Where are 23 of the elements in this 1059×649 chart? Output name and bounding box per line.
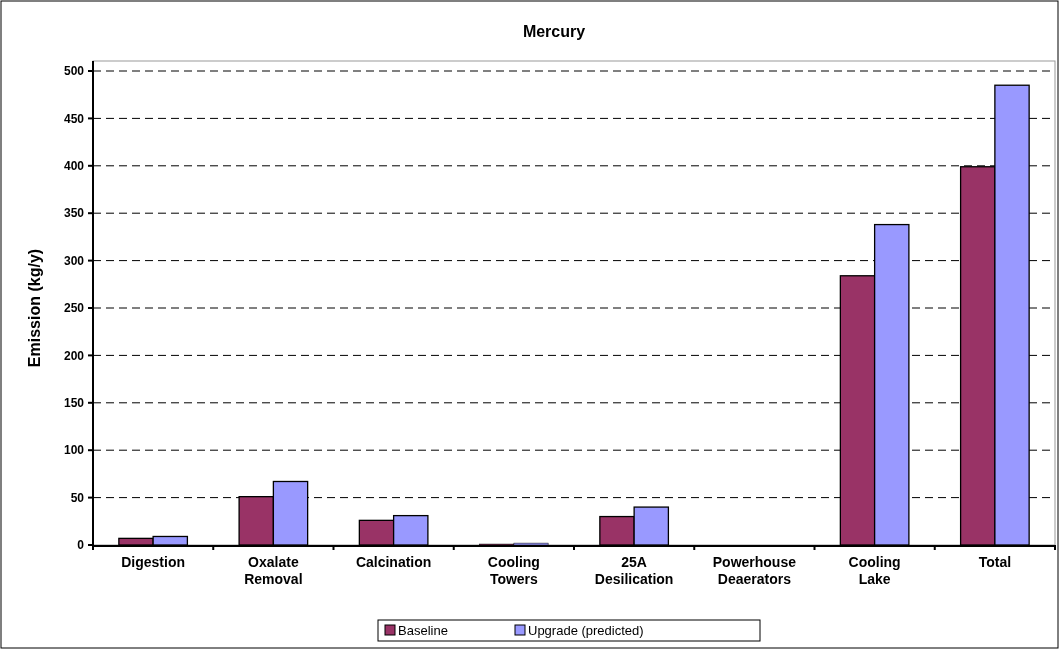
y-tick-label: 400 bbox=[63, 159, 85, 173]
y-tick-label: 0 bbox=[77, 538, 85, 553]
y-axis-title: Emission (kg/y) bbox=[26, 248, 43, 368]
legend-label: Upgrade (predicted) bbox=[528, 622, 644, 638]
chart-title: Mercury bbox=[522, 23, 586, 40]
y-tick-label: 300 bbox=[63, 253, 85, 268]
y-tick-label: 200 bbox=[63, 348, 85, 363]
y-tick-label: 500 bbox=[63, 64, 85, 79]
y-tick-label: 350 bbox=[63, 206, 85, 221]
x-tick-label: Powerhouse Deaerators bbox=[712, 554, 797, 587]
x-tick-label: Total bbox=[978, 554, 1012, 570]
x-tick-label: Oxalate Removal bbox=[244, 554, 303, 587]
y-tick-label: 150 bbox=[63, 396, 85, 410]
x-tick-label: Digestion bbox=[121, 554, 186, 570]
y-tick-label: 50 bbox=[70, 490, 85, 505]
x-tick-label: Calcination bbox=[355, 554, 432, 570]
y-tick-label: 450 bbox=[63, 111, 85, 126]
y-tick-label: 100 bbox=[63, 443, 85, 458]
x-tick-label: Cooling Towers bbox=[487, 554, 540, 587]
x-tick-label: 25A Desilication bbox=[594, 554, 674, 587]
legend-label: Baseline bbox=[398, 622, 448, 638]
y-tick-label: 250 bbox=[63, 301, 85, 316]
x-tick-label: Cooling Lake bbox=[848, 554, 901, 587]
